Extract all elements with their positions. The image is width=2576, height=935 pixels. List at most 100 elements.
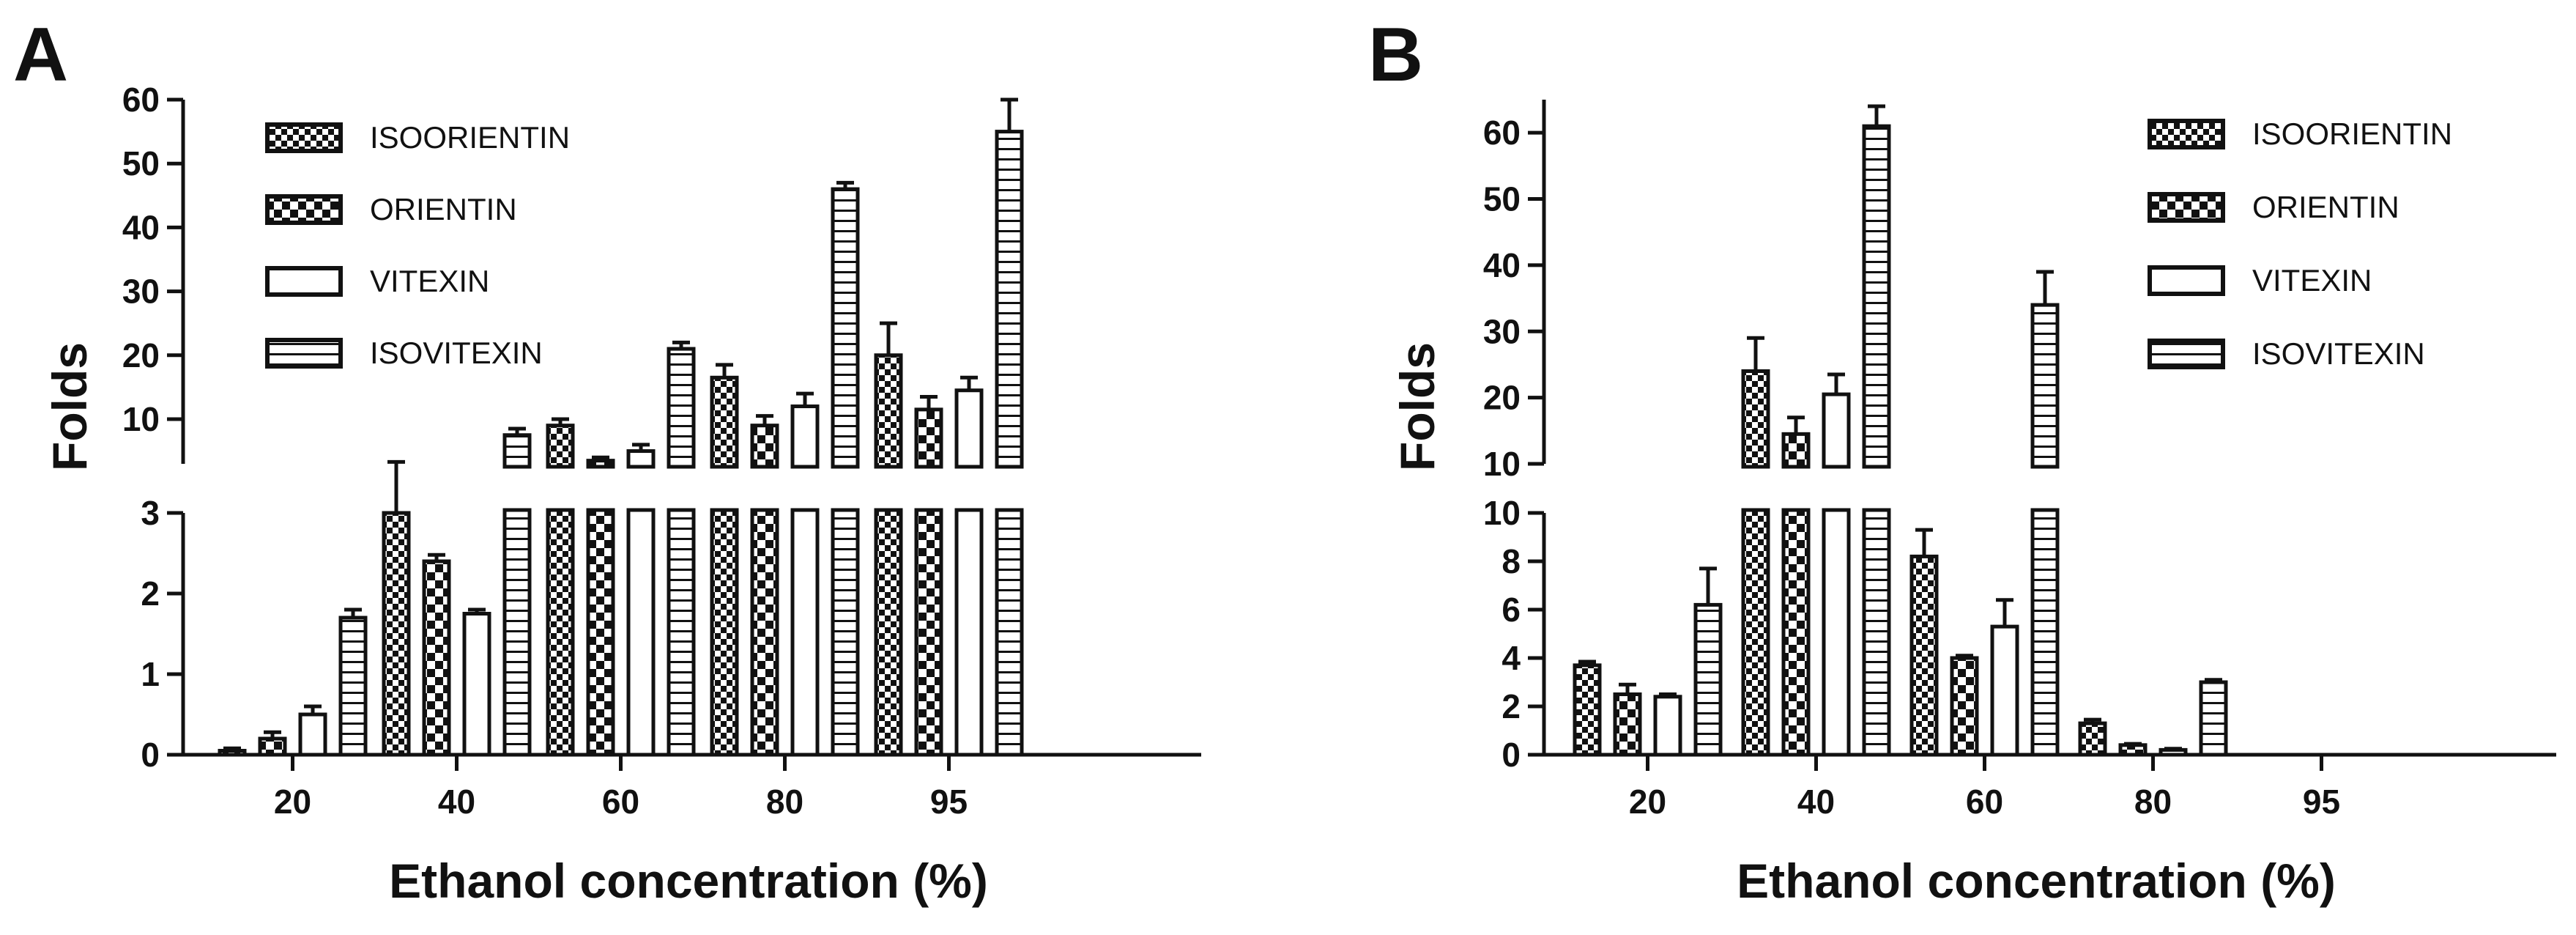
panel-a-bar-isovitexin-20 xyxy=(338,616,368,757)
panel-a-bar-isovitexin-40 xyxy=(502,508,532,757)
panel-b-bar-isoorientin-80 xyxy=(2078,721,2107,757)
panel-a-bar-vitexin-20 xyxy=(298,712,327,757)
panel-b-bar-isovitexin-20 xyxy=(1693,602,1723,757)
panel-a-bar-isovitexin-80 xyxy=(831,187,860,469)
panel-a-bar-orientin-95 xyxy=(914,407,943,469)
panel-a-tick-labels: 0 1 2 3 10 20 30 40 50 60 20 40 60 80 95 xyxy=(122,81,968,821)
panel-b-x-tick-label-60: 60 xyxy=(1966,783,2003,821)
panel-a-legend-label-vitexin: VITEXIN xyxy=(370,264,489,298)
panel-a-legend-swatch-orientin xyxy=(265,194,343,225)
panel-b-y-tick-label: 30 xyxy=(1483,312,1521,350)
panel-b-y-tick-label: 50 xyxy=(1483,180,1521,218)
panel-a-y-tick-label: 40 xyxy=(122,208,160,246)
panel-b-bar-orientin-40 xyxy=(1781,432,1811,469)
panel-b-bars xyxy=(1573,104,2228,757)
panel-a-y-tick-label: 10 xyxy=(122,400,160,438)
panel-a-legend-label-orientin: ORIENTIN xyxy=(370,192,517,226)
panel-a-bar-isovitexin-80 xyxy=(831,508,860,757)
panel-a-bar-orientin-60 xyxy=(586,508,615,757)
panel-b-bar-isovitexin-80 xyxy=(2199,680,2228,757)
panel-a-x-tick-label-80: 80 xyxy=(766,783,803,821)
panel-a-legend-swatch-isoorientin xyxy=(265,122,343,153)
panel-a-bar-orientin-80 xyxy=(750,508,779,757)
panel-a-y-axis-title: Folds xyxy=(42,342,97,471)
panel-a-bar-isoorientin-80 xyxy=(710,508,739,757)
panel-b-y-tick-label: 20 xyxy=(1483,379,1521,417)
panel-a-x-axis-title: Ethanol concentration (%) xyxy=(389,854,988,908)
panel-b-bar-orientin-40 xyxy=(1781,508,1811,757)
panel-a-bar-vitexin-95 xyxy=(954,388,984,469)
panel-a-x-tick-label-40: 40 xyxy=(438,783,475,821)
panel-b-x-tick-label-20: 20 xyxy=(1629,783,1666,821)
panel-b-bar-isovitexin-40 xyxy=(1862,508,1891,757)
panel-a-bars xyxy=(218,97,1024,757)
panel-b-x-tick-label-80: 80 xyxy=(2134,783,2172,821)
panel-b: B ISOORIENTIN ORIENTIN VITEXIN ISOVITEXIN 0… xyxy=(1368,12,2556,908)
panel-b-x-tick-label-95: 95 xyxy=(2303,783,2340,821)
panel-b-legend-label-vitexin: VITEXIN xyxy=(2252,263,2372,298)
panel-a-bar-orientin-20 xyxy=(258,736,287,757)
panel-a-y-tick-label: 50 xyxy=(122,144,160,182)
panel-a-bar-orientin-80 xyxy=(750,424,779,469)
panel-b-bar-isoorientin-20 xyxy=(1573,663,1602,757)
panel-b-legend: ISOORIENTIN ORIENTIN VITEXIN ISOVITEXIN xyxy=(2148,117,2452,371)
panel-a-bar-isoorientin-40 xyxy=(382,511,411,757)
panel-a-y-tick-label: 1 xyxy=(141,655,160,693)
panel-a-bar-vitexin-80 xyxy=(790,508,820,757)
panel-a-bar-vitexin-40 xyxy=(462,612,491,757)
panel-b-y-tick-label: 6 xyxy=(1502,591,1521,629)
panel-b-legend-swatch-isovitexin xyxy=(2148,339,2225,369)
panel-a-bar-isoorientin-95 xyxy=(874,508,903,757)
panel-b-x-axis-title: Ethanol concentration (%) xyxy=(1737,854,2336,908)
panel-a-bar-vitexin-80 xyxy=(790,404,820,469)
panel-a-bar-isoorientin-60 xyxy=(546,424,575,469)
panel-b-y-tick-label: 8 xyxy=(1502,542,1521,580)
panel-a-legend: ISOORIENTIN ORIENTIN VITEXIN ISOVITEXIN xyxy=(265,120,570,370)
panel-b-bar-orientin-20 xyxy=(1613,692,1642,757)
panel-a-bar-isovitexin-40 xyxy=(502,433,532,469)
panel-a-y-tick-label: 2 xyxy=(141,574,160,613)
panel-a-bar-orientin-40 xyxy=(422,559,451,757)
panel-b-bar-orientin-80 xyxy=(2118,743,2148,757)
panel-b-bar-isovitexin-60 xyxy=(2030,508,2060,757)
panel-b-legend-label-isovitexin: ISOVITEXIN xyxy=(2252,336,2425,371)
panel-a-bar-isoorientin-80 xyxy=(710,375,739,469)
panel-b-y-tick-label: 0 xyxy=(1502,736,1521,774)
panel-b-bar-vitexin-60 xyxy=(1990,624,2019,757)
panel-b-legend-swatch-isoorientin xyxy=(2148,119,2225,149)
panel-b-y-axis-title: Folds xyxy=(1390,342,1444,471)
panel-b-bar-isovitexin-40 xyxy=(1862,124,1891,469)
panel-a-legend-label-isovitexin: ISOVITEXIN xyxy=(370,336,543,370)
panel-a-x-tick-label-60: 60 xyxy=(602,783,639,821)
panel-a-y-tick-label: 60 xyxy=(122,81,160,119)
panel-b-y-tick-label: 4 xyxy=(1502,639,1521,677)
panel-a-bar-isovitexin-60 xyxy=(667,347,696,469)
panel-a-bar-orientin-60 xyxy=(586,459,615,469)
panel-b-legend-label-isoorientin: ISOORIENTIN xyxy=(2252,117,2452,151)
panel-b-bar-vitexin-80 xyxy=(2159,747,2188,757)
panel-b-bar-orientin-60 xyxy=(1950,656,1979,757)
panel-a-bar-vitexin-60 xyxy=(626,449,656,469)
panel-b-letter: B xyxy=(1368,12,1423,97)
panel-a-bar-orientin-95 xyxy=(914,508,943,757)
panel-b-tick-labels: 0 2 4 6 8 10 10 20 30 40 50 60 20 40 60 80 95 xyxy=(1483,114,2340,821)
panel-a-y-tick-label: 0 xyxy=(141,736,160,774)
panel-b-y-tick-label: 10 xyxy=(1483,445,1521,483)
panel-a-letter: A xyxy=(13,12,68,97)
panel-b-bar-vitexin-20 xyxy=(1653,695,1682,757)
panel-a-bar-isoorientin-60 xyxy=(546,508,575,757)
panel-a-bar-vitexin-60 xyxy=(626,508,656,757)
panel-a-legend-swatch-vitexin xyxy=(265,266,343,297)
panel-a-bar-isovitexin-60 xyxy=(667,508,696,757)
panel-a-x-tick-label-20: 20 xyxy=(274,783,311,821)
panel-a: A ISOORIENTIN ORIENTIN VITEXIN ISOVITEXIN 0… xyxy=(13,12,1201,908)
panel-a-bar-isoorientin-95 xyxy=(874,353,903,469)
panel-b-bar-isoorientin-60 xyxy=(1909,554,1939,757)
panel-b-y-tick-label: 60 xyxy=(1483,114,1521,152)
panel-a-bar-vitexin-95 xyxy=(954,508,984,757)
panel-a-x-tick-label-95: 95 xyxy=(930,783,968,821)
panel-b-y-tick-label: 2 xyxy=(1502,687,1521,725)
panel-a-bar-isoorientin-20 xyxy=(218,749,247,757)
panel-a-bar-isovitexin-95 xyxy=(995,508,1024,757)
